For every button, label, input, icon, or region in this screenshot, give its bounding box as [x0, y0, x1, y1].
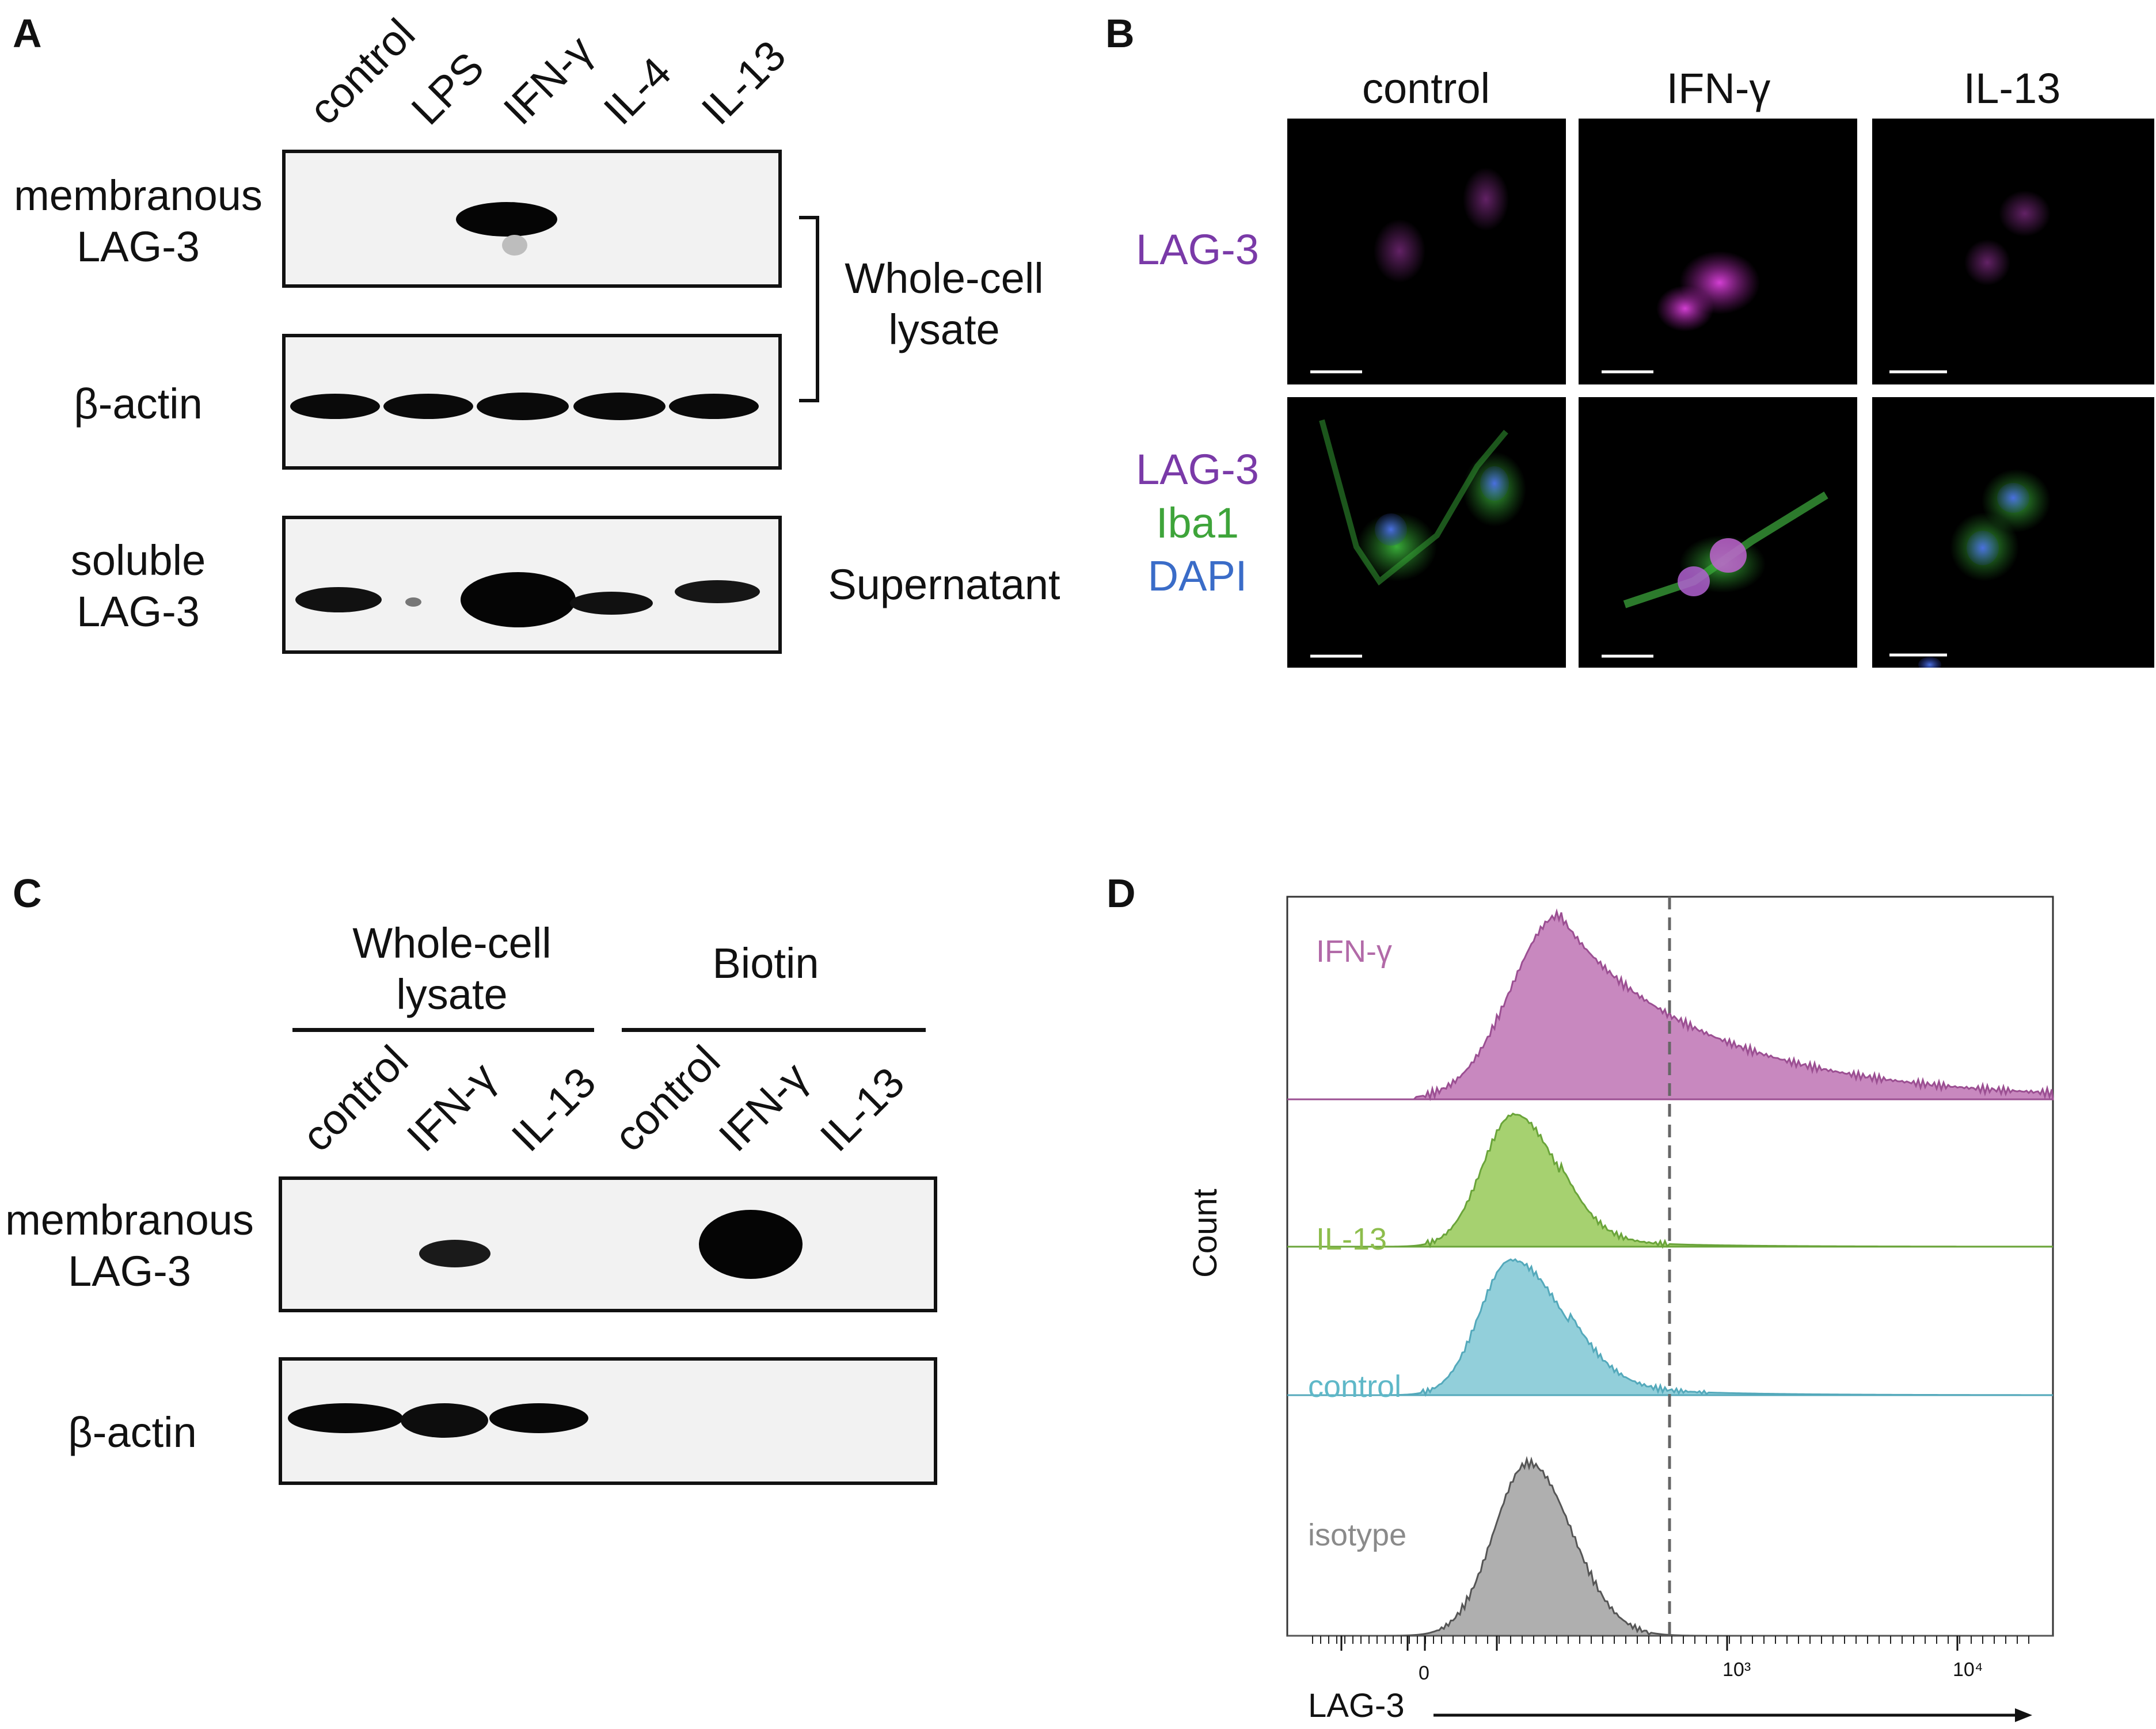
panel-b-column-label: IFN-γ: [1666, 64, 1771, 112]
stain-label-dapi: DAPI: [1147, 552, 1248, 600]
panel-a-row-label: soluble LAG-3: [35, 535, 242, 638]
flow-x-tick-label: 10⁴: [1953, 1659, 1983, 1681]
panel-b-row1-label: LAG-3: [1136, 226, 1259, 273]
row-label-line: membranous: [5, 1196, 254, 1244]
panel-c-group-label: Biotin: [712, 939, 819, 987]
row-label-line: LAG-3: [68, 1247, 191, 1295]
panel-c-group-underline: [292, 1028, 594, 1032]
micrograph-content: [1602, 251, 1760, 374]
panel-c-blot-beta-actin: [279, 1357, 937, 1485]
panel-a-bracket-label: Whole-cell lysate: [829, 253, 1059, 356]
row-label-line: LAG-3: [77, 222, 200, 271]
micrograph-merge-il13: [1872, 397, 2154, 668]
panel-c-lane-label: IL-13: [502, 1058, 605, 1161]
panel-a-blot-beta-actin: [282, 334, 782, 470]
flow-y-axis-label: Count: [1187, 1189, 1224, 1278]
panel-c-lane-label: control: [604, 1036, 729, 1161]
panel-letter-c: C: [13, 871, 42, 916]
blot-bands: [290, 393, 759, 420]
row-label-line: membranous: [14, 172, 263, 219]
panel-c-group-underline: [622, 1028, 926, 1032]
blot-bands: [295, 572, 760, 627]
row-label-line: LAG-3: [77, 587, 200, 635]
group-label-line: Whole-cell: [352, 919, 552, 967]
panel-letter-d: D: [1106, 871, 1136, 916]
panel-c-row-label: β-actin: [68, 1408, 197, 1456]
flow-x-arrow-head: [2015, 1708, 2032, 1722]
panel-b-column-label: control: [1362, 64, 1490, 112]
panel-a-lane-label: IFN-γ: [494, 26, 602, 134]
panel-b-row2-labels: LAG-3 Iba1 DAPI: [1111, 443, 1284, 603]
flow-series-label-il13: IL-13: [1316, 1222, 1387, 1256]
stain-label-iba1: Iba1: [1155, 498, 1239, 547]
panel-a-bracket: [799, 216, 819, 402]
group-label-line: lysate: [396, 970, 508, 1018]
panel-c-lane-label: IL-13: [811, 1058, 914, 1161]
panel-a-lane-label: IL-13: [692, 31, 795, 134]
flow-x-axis-label: LAG-3: [1308, 1687, 1405, 1724]
bracket-label-line: Whole-cell: [845, 254, 1044, 302]
panel-a-lane-label: control: [299, 9, 424, 134]
panel-a-row-label: β-actin: [74, 380, 203, 428]
flow-x-tick-label: 0: [1419, 1662, 1429, 1684]
micrograph-merge-ifng: [1579, 397, 1857, 668]
flow-histogram-chart: [1286, 896, 2054, 1722]
micrograph-lag3-il13: [1872, 119, 2154, 384]
panel-a-blot-soluble-lag3: [282, 516, 782, 654]
panel-c-row-label: membranous LAG-3: [0, 1195, 259, 1297]
flow-series-label-control: control: [1308, 1369, 1402, 1404]
blot-bands: [288, 1403, 588, 1438]
flow-series-label-isotype: isotype: [1308, 1518, 1407, 1552]
panel-letter-b: B: [1105, 11, 1135, 56]
panel-c-blot-membranous-lag3: [279, 1176, 937, 1312]
panel-a-row-label: membranous LAG-3: [0, 170, 276, 273]
panel-c-group-label: Whole-cell lysate: [288, 918, 616, 1020]
flow-histogram-ifng: [1287, 908, 2054, 1102]
micrograph-content: [1310, 419, 1526, 658]
micrograph-lag3-control: [1287, 119, 1566, 384]
micrograph-content: [1889, 191, 2051, 374]
flow-x-tick-label: 10³: [1722, 1659, 1751, 1681]
panel-b-column-label: IL-13: [1963, 64, 2061, 112]
micrograph-lag3-ifng: [1579, 119, 1857, 384]
panel-a-blot-membranous-lag3: [282, 150, 782, 288]
stain-label-lag3: LAG-3: [1136, 445, 1259, 493]
micrograph-content: [1889, 469, 2051, 668]
micrograph-merge-control: [1287, 397, 1566, 668]
panel-a-supernatant-label: Supernatant: [828, 561, 1060, 608]
micrograph-content: [1602, 492, 1828, 658]
flow-series-label-ifng: IFN-γ: [1316, 934, 1392, 969]
panel-a-lane-label: LPS: [402, 43, 493, 134]
panel-letter-a: A: [13, 11, 42, 56]
bracket-label-line: lysate: [888, 305, 1000, 353]
micrograph-content: [1310, 167, 1509, 374]
panel-a-lane-label: IL-4: [594, 48, 680, 134]
blot-bands: [456, 202, 557, 256]
row-label-line: soluble: [70, 536, 206, 584]
panel-c-lane-label: control: [292, 1036, 417, 1161]
blot-bands: [419, 1210, 803, 1279]
